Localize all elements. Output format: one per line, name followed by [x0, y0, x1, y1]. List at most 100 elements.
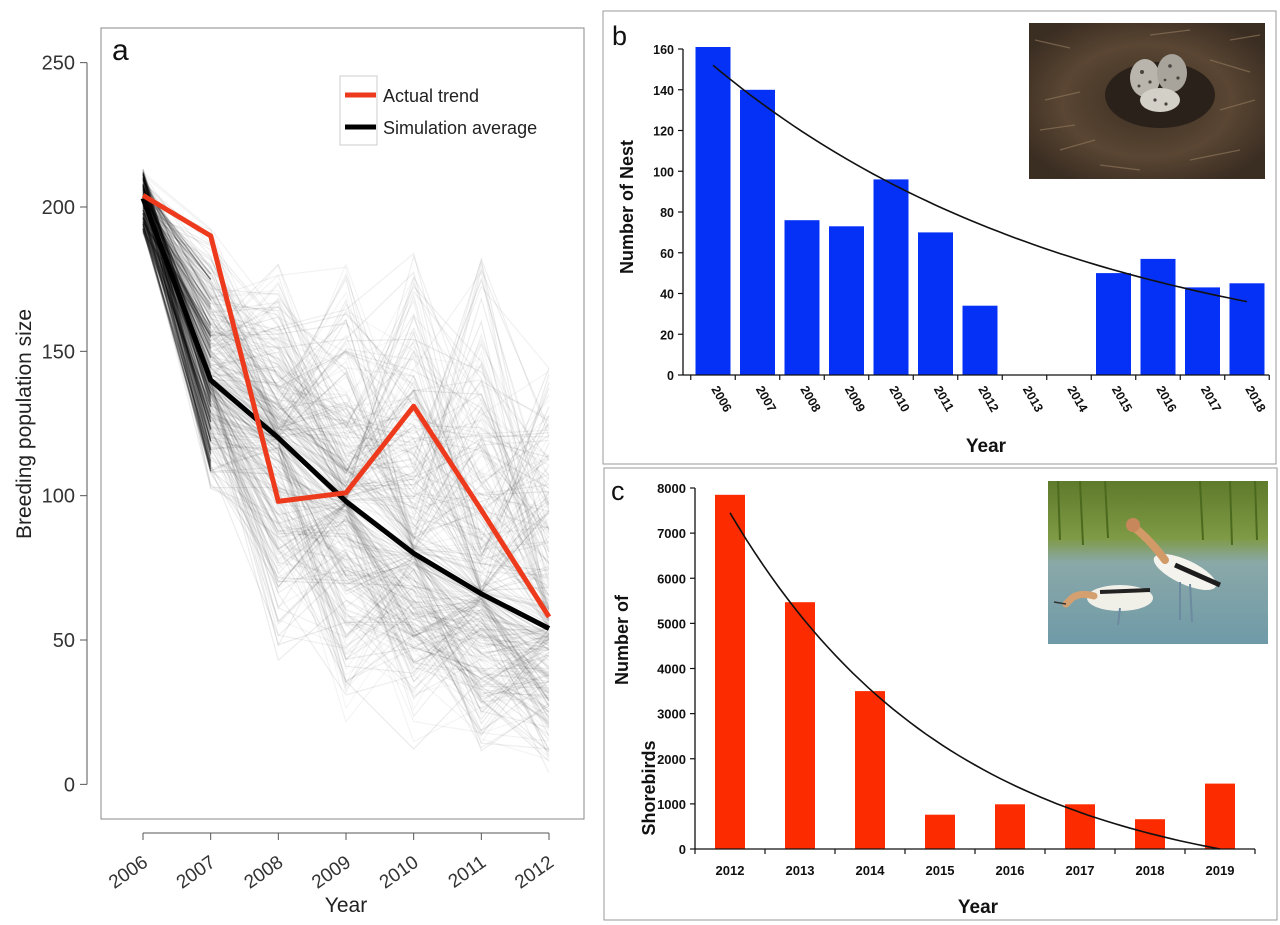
- series-line-simulation-average: [140, 197, 551, 631]
- simulation-trace: [142, 188, 550, 467]
- panel-a: a 0 50 100 150 200 250 2006 2007 2008 2009 2010 201…: [13, 27, 585, 917]
- simulation-trace: [142, 210, 550, 628]
- simulation-trace: [142, 192, 550, 631]
- simulation-trace: [142, 183, 550, 550]
- panel-c-y-tick-label: 4000: [657, 662, 686, 677]
- simulation-trace: [142, 180, 550, 487]
- simulation-trace: [142, 174, 550, 732]
- simulation-trace: [142, 183, 550, 653]
- simulation-trace: [142, 200, 550, 710]
- simulation-trace: [142, 187, 550, 644]
- simulation-trace: [142, 186, 550, 708]
- simulation-trace: [142, 172, 550, 498]
- simulation-trace: [142, 222, 550, 761]
- simulation-trace: [142, 210, 550, 565]
- simulation-trace: [142, 197, 550, 479]
- simulation-trace: [142, 209, 550, 699]
- panel-c-y-tick-label: 7000: [657, 526, 686, 541]
- panel-b-y-tick-label: 60: [660, 247, 674, 261]
- panel-b-y-tick-label: 140: [653, 84, 674, 98]
- simulation-trace: [142, 212, 550, 752]
- simulation-trace: [142, 220, 550, 720]
- simulation-trace: [142, 227, 550, 694]
- simulation-trace: [142, 217, 212, 422]
- avocet-photo: [1048, 480, 1268, 644]
- panel-c-x-axis-title: Year: [958, 897, 999, 918]
- simulation-trace: [142, 179, 550, 698]
- simulation-trace: [142, 209, 550, 559]
- simulation-trace: [142, 225, 550, 674]
- simulation-trace: [142, 205, 550, 549]
- simulation-trace: [142, 176, 550, 701]
- panel-c-y-tick-label: 5000: [657, 616, 686, 631]
- simulation-trace: [142, 200, 550, 732]
- panel-b-y-tick-label: 100: [653, 165, 674, 179]
- simulation-trace: [142, 208, 550, 633]
- panel-a-x-tick-label: 2012: [511, 852, 558, 893]
- simulation-trace: [142, 198, 212, 308]
- simulation-trace: [142, 209, 550, 673]
- simulation-trace: [142, 223, 550, 703]
- panel-c-bar-2012: [715, 494, 745, 849]
- simulation-trace: [142, 174, 550, 718]
- simulation-trace: [142, 205, 550, 620]
- panel-b-letter: b: [612, 21, 627, 51]
- simulation-trace: [142, 207, 550, 512]
- simulation-trace: [142, 172, 550, 742]
- simulation-trace: [142, 172, 550, 484]
- simulation-trace: [142, 228, 550, 621]
- panel-a-y-tick-label: 150: [42, 341, 75, 363]
- simulation-trace: [142, 204, 550, 728]
- simulation-trace: [142, 221, 550, 587]
- simulation-trace: [142, 211, 550, 499]
- simulation-trace: [142, 199, 212, 280]
- panel-c-trend-curve: [729, 512, 1221, 850]
- simulation-trace: [142, 227, 212, 414]
- simulation-trace: [142, 221, 550, 538]
- simulation-trace: [142, 185, 550, 743]
- simulation-trace: [142, 208, 550, 673]
- simulation-trace: [142, 213, 550, 577]
- nest-photo: [1029, 23, 1265, 179]
- panel-b-bar-2007: [740, 89, 775, 376]
- simulation-trace: [142, 221, 550, 548]
- panel-a-y-axis-title: Breeding population size: [13, 309, 36, 539]
- simulation-trace: [142, 217, 550, 679]
- simulation-trace: [142, 204, 550, 715]
- panel-c-x-tick-label: 2017: [1066, 863, 1095, 878]
- simulation-trace: [142, 212, 550, 557]
- simulation-trace: [142, 213, 550, 652]
- simulation-trace: [142, 171, 212, 442]
- panel-a-x-tick-label: 2010: [376, 852, 423, 893]
- simulation-trace: [142, 182, 550, 670]
- simulation-trace: [142, 198, 550, 581]
- panel-b-bar-2008: [784, 220, 820, 375]
- simulation-trace: [142, 174, 550, 509]
- simulation-trace: [142, 192, 550, 572]
- simulation-trace: [142, 190, 550, 525]
- simulation-trace: [142, 180, 550, 571]
- simulation-trace: [142, 216, 550, 649]
- simulation-trace: [142, 176, 550, 703]
- panel-c-y-tick-label: 3000: [657, 707, 686, 722]
- panel-c-y-tick-label: 2000: [657, 752, 686, 767]
- simulation-trace: [142, 212, 212, 461]
- simulation-trace: [142, 184, 550, 608]
- simulation-trace: [142, 196, 550, 638]
- panel-a-x-tick-label: 2008: [241, 852, 288, 893]
- panel-b-bar-2009: [829, 226, 864, 375]
- simulation-trace: [142, 188, 550, 684]
- simulation-trace: [142, 178, 550, 590]
- simulation-trace: [142, 176, 550, 567]
- simulation-trace: [142, 213, 550, 675]
- simulation-trace: [142, 194, 550, 704]
- series-line-actual-trend: [141, 193, 552, 619]
- simulation-trace: [142, 221, 212, 329]
- simulation-trace: [142, 189, 550, 576]
- simulation-trace: [142, 206, 550, 621]
- simulation-trace: [142, 191, 550, 561]
- simulation-trace: [142, 178, 550, 751]
- simulation-trace: [142, 209, 550, 622]
- simulation-trace: [142, 175, 550, 710]
